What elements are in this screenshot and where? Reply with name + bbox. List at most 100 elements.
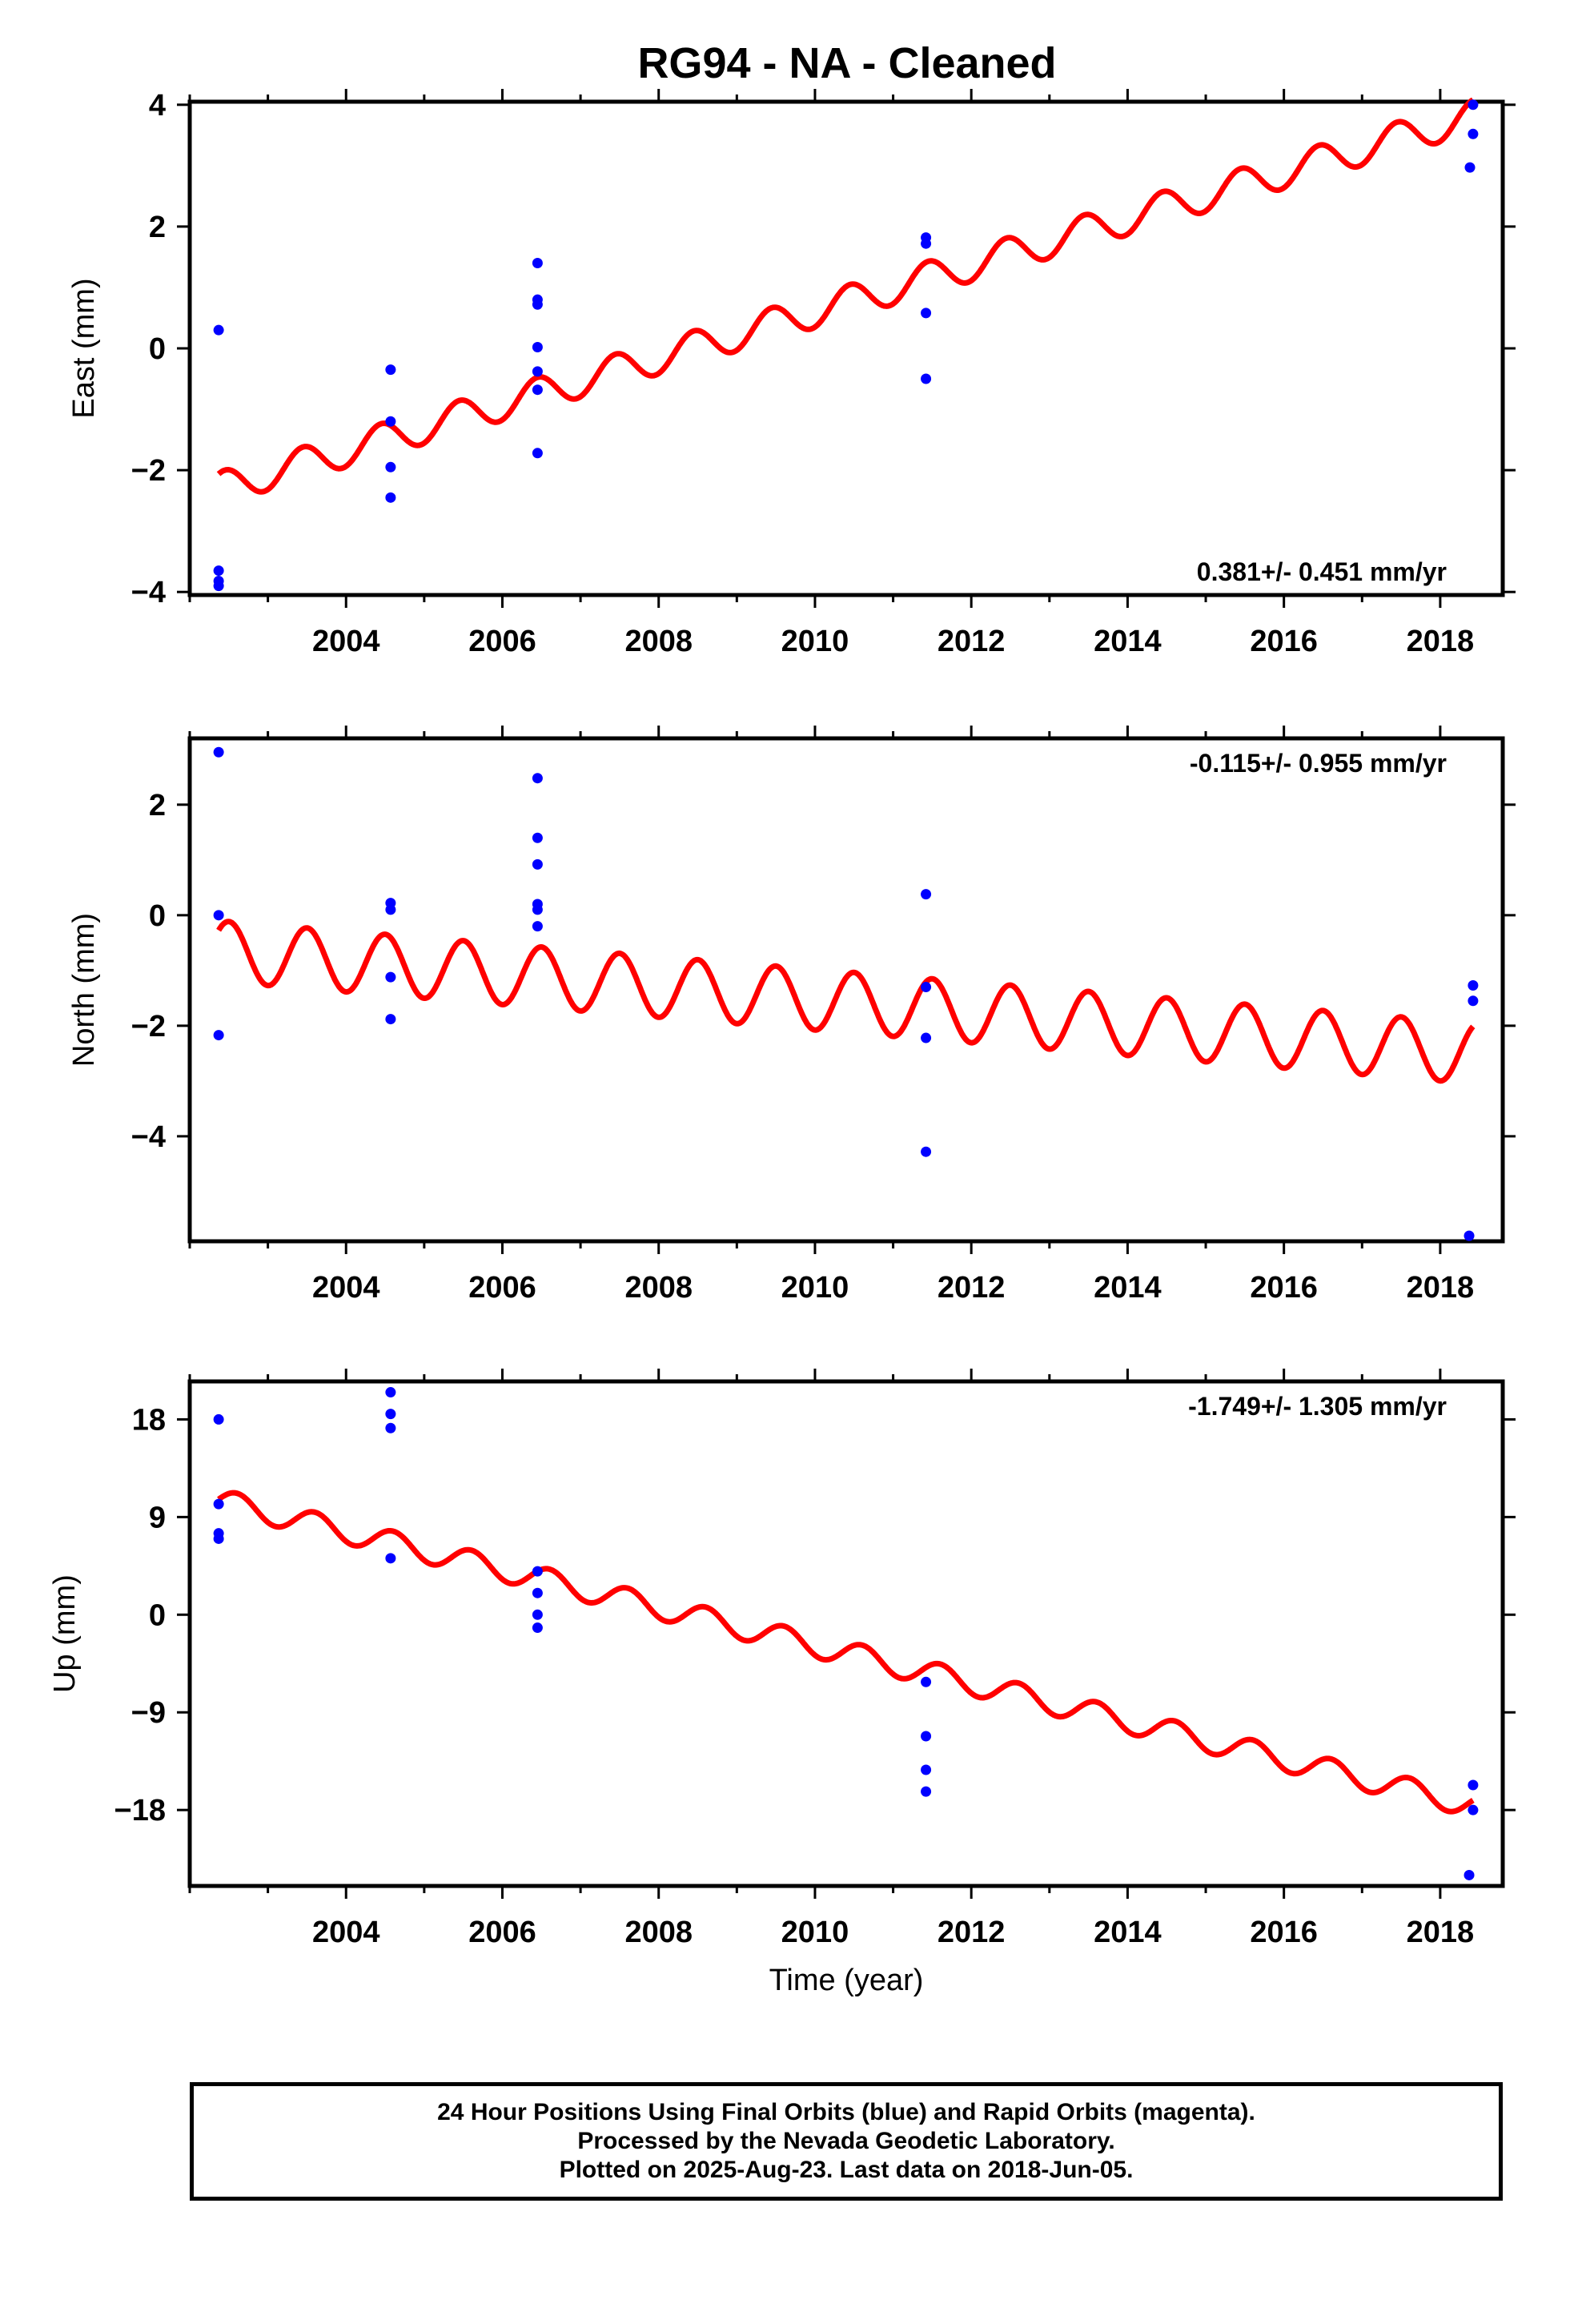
footer-line-2: Processed by the Nevada Geodetic Laborat… [577, 2128, 1115, 2154]
up-plot-frame [187, 1379, 1505, 1888]
up-model-curve [216, 1490, 1476, 1815]
up-data-point [213, 1413, 224, 1425]
up-data-point [532, 1609, 543, 1620]
up-x-tick-label: 2006 [468, 1916, 536, 1949]
north-panel: 2004 2006 2008 2010 2012 2014 2016 2018 −4 −2 0 2 No… [67, 726, 1516, 1305]
north-model-curve [216, 919, 1476, 1084]
east-x-tick-label: 2012 [938, 625, 1006, 658]
north-data-point [385, 904, 396, 915]
east-y-tick-label: 0 [149, 332, 166, 366]
up-data-point [532, 1566, 543, 1577]
north-x-tick-label: 2012 [938, 1271, 1006, 1305]
north-x-tick-label: 2006 [468, 1271, 536, 1305]
up-data-point [1468, 1804, 1479, 1815]
north-data-point [213, 910, 224, 921]
east-data-point [532, 258, 543, 269]
up-data-point [1468, 1779, 1479, 1791]
footer-box: 24 Hour Positions Using Final Orbits (bl… [190, 2082, 1503, 2201]
up-y-tick-label: 9 [149, 1501, 166, 1534]
up-data-point [1464, 1869, 1475, 1880]
north-y-tick-label: −4 [131, 1120, 166, 1154]
up-y-tick-label: 0 [149, 1598, 166, 1632]
east-data-point [385, 492, 396, 503]
east-data-point [532, 366, 543, 377]
east-x-tick-label: 2008 [624, 625, 693, 658]
north-data-point [532, 832, 543, 843]
chart-title: RG94 - NA - Cleaned [637, 39, 1056, 87]
east-plot-frame [187, 99, 1505, 597]
east-rate-label: 0.381+/- 0.451 mm/yr [1197, 557, 1447, 586]
up-x-tick-label: 2012 [938, 1916, 1006, 1949]
up-y-tick-label: −18 [114, 1794, 166, 1827]
up-data-point [385, 1422, 396, 1433]
north-data-point [385, 1014, 396, 1025]
up-data-point [921, 1731, 932, 1742]
east-data-point [385, 461, 396, 472]
up-x-tick-label: 2014 [1094, 1916, 1162, 1949]
east-x-tick-label: 2016 [1250, 625, 1318, 658]
up-data-point [213, 1498, 224, 1510]
east-panel: 2004 2006 2008 2010 2012 2014 2016 2018 −4 −2 0 2 4 E… [67, 89, 1516, 658]
up-data-point [921, 1764, 932, 1775]
east-data-point [532, 448, 543, 459]
north-data-point [1468, 979, 1479, 991]
north-x-tick-label: 2008 [624, 1271, 693, 1305]
north-data-point [921, 889, 932, 900]
up-data-point [532, 1587, 543, 1598]
north-rate-label: -0.115+/- 0.955 mm/yr [1190, 749, 1447, 778]
up-data-point [385, 1553, 396, 1564]
north-data-point [532, 773, 543, 784]
up-data-point [921, 1676, 932, 1687]
panels-group: 2004 2006 2008 2010 2012 2014 2016 2018−4−2024E… [48, 89, 1516, 1997]
north-y-tick-label: −2 [131, 1010, 166, 1043]
up-x-tick-label: 2008 [624, 1916, 693, 1949]
north-data-point [921, 1032, 932, 1043]
east-x-tick-label: 2014 [1094, 625, 1162, 658]
east-data-point [213, 565, 224, 577]
east-data-point [921, 308, 932, 319]
east-y-tick-label: −4 [131, 576, 166, 609]
north-data-point [385, 971, 396, 983]
east-x-tick-label: 2010 [781, 625, 849, 658]
east-data-point [385, 416, 396, 427]
footer-line-1: 24 Hour Positions Using Final Orbits (bl… [437, 2099, 1255, 2125]
up-data-point [921, 1786, 932, 1797]
east-data-point [532, 299, 543, 310]
north-x-tick-label: 2010 [781, 1271, 849, 1305]
north-data-point [213, 1030, 224, 1041]
north-data-point [921, 1146, 932, 1157]
up-panel: 2004 2006 2008 2010 2012 2014 2016 2018 −18 −9 0 9 1… [48, 1369, 1516, 1997]
north-data-point [1468, 995, 1479, 1007]
up-data-point [213, 1533, 224, 1544]
east-y-axis-label: East (mm) [67, 278, 101, 418]
up-rate-label: -1.749+/- 1.305 mm/yr [1188, 1392, 1447, 1421]
up-x-tick-label: 2018 [1407, 1916, 1475, 1949]
north-y-axis-label: North (mm) [67, 913, 101, 1067]
north-x-tick-label: 2016 [1250, 1271, 1318, 1305]
up-y-tick-label: 18 [132, 1403, 166, 1437]
east-data-point [385, 364, 396, 376]
up-x-tick-label: 2004 [312, 1916, 380, 1949]
east-data-point [1464, 162, 1476, 173]
north-data-point [532, 858, 543, 870]
north-y-tick-label: 2 [149, 789, 166, 822]
east-y-tick-label: 2 [149, 211, 166, 244]
east-y-tick-label: −2 [131, 454, 166, 488]
east-data-point [213, 581, 224, 592]
north-plot-frame [187, 736, 1505, 1244]
east-data-point [921, 238, 932, 249]
east-data-point [532, 341, 543, 352]
up-data-point [385, 1387, 396, 1398]
north-data-point [213, 746, 224, 758]
east-data-point [1468, 99, 1479, 111]
east-data-point [532, 384, 543, 396]
footer-line-3: Plotted on 2025-Aug-23. Last data on 201… [559, 2157, 1134, 2183]
north-x-tick-label: 2018 [1407, 1271, 1475, 1305]
north-data-point [532, 904, 543, 915]
north-x-tick-label: 2004 [312, 1271, 380, 1305]
up-y-tick-label: −9 [131, 1696, 166, 1730]
east-x-tick-label: 2004 [312, 625, 380, 658]
up-data-point [532, 1622, 543, 1634]
up-x-axis-label: Time (year) [769, 1964, 924, 1997]
